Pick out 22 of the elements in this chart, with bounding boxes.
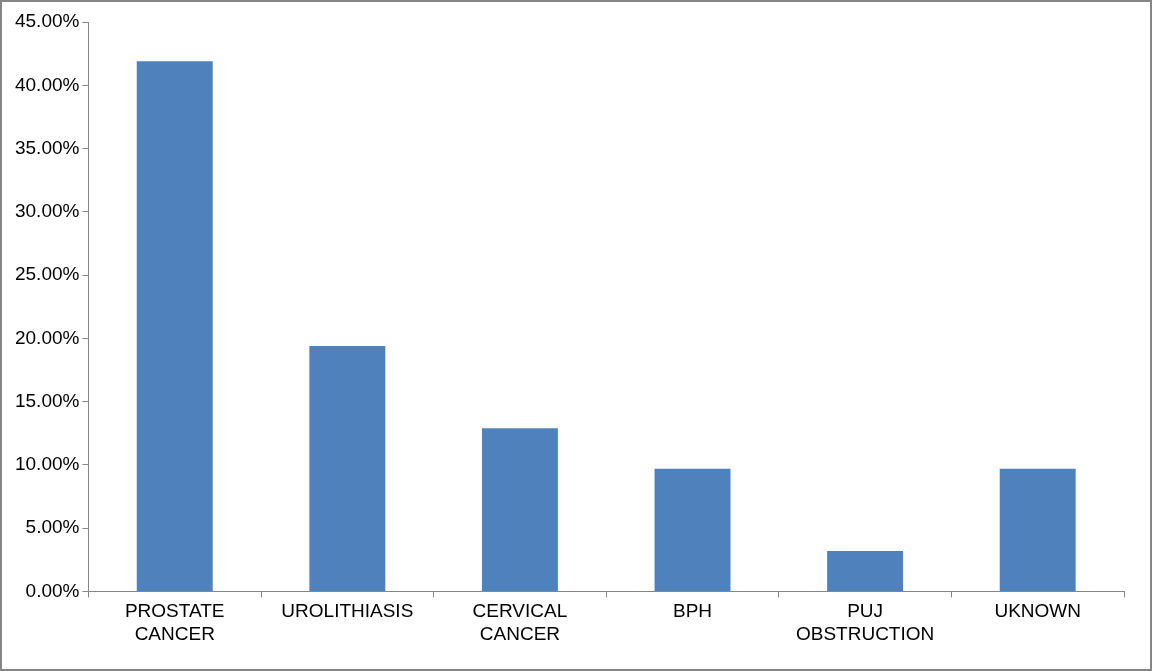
y-tick-label: 0.00% [25,579,80,601]
bar [999,468,1076,591]
x-tick-label: BPH [672,600,713,622]
y-tick-label: 20.00% [14,326,80,348]
x-tick-label: UKNOWN [994,600,1081,622]
y-tick-label: 45.00% [14,10,80,32]
bar [481,428,558,591]
bar [309,345,386,591]
x-tick-label: PUJ OBSTRUCTION [795,600,935,644]
y-tick-label: 30.00% [14,200,80,222]
y-tick-label: 35.00% [14,136,80,158]
y-tick-label: 5.00% [25,516,80,538]
y-tick-label: 40.00% [14,73,80,95]
y-tick-label: 15.00% [14,389,80,411]
bar [654,468,731,591]
bar [827,550,904,591]
bar [136,61,213,591]
x-tick-label: PROSTATE CANCER [124,600,225,644]
x-tick-label: CERVICAL CANCER [472,600,568,644]
x-tick-label: UROLITHIASIS [281,600,414,622]
y-tick-label: 10.00% [14,453,80,475]
y-tick-label: 25.00% [14,263,80,285]
